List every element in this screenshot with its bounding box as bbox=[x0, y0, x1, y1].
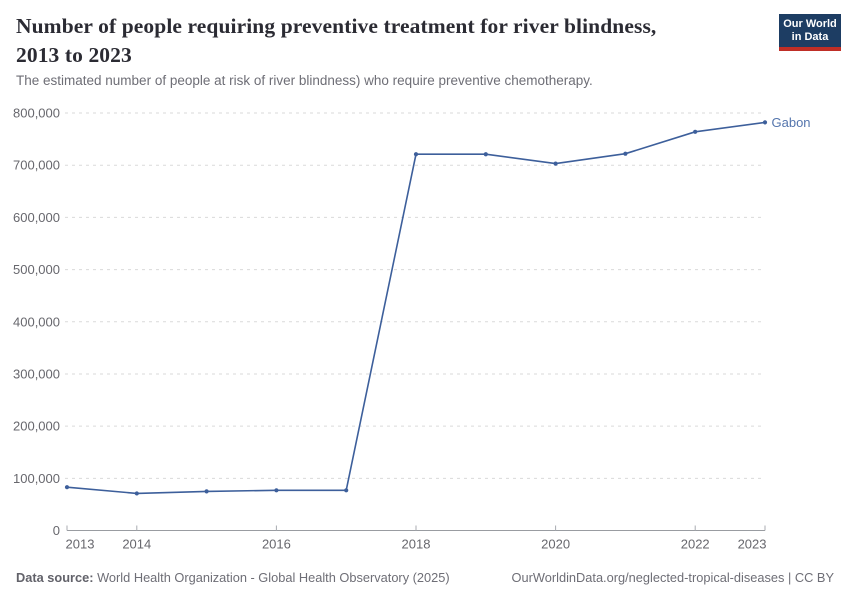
data-source-note: Data source: World Health Organization -… bbox=[16, 570, 450, 585]
x-axis-tick-label: 2016 bbox=[262, 537, 291, 552]
owid-logo-line2: in Data bbox=[791, 30, 829, 43]
y-axis-tick-label: 500,000 bbox=[13, 262, 60, 277]
y-axis-tick-label: 100,000 bbox=[13, 471, 60, 486]
page-subtitle: The estimated number of people at risk o… bbox=[16, 73, 593, 88]
data-point-2018[interactable] bbox=[413, 152, 419, 157]
y-axis-tick-label: 400,000 bbox=[13, 314, 60, 329]
owid-url-link[interactable]: OurWorldinData.org/neglected-tropical-di… bbox=[511, 570, 834, 585]
data-point-2017[interactable] bbox=[344, 488, 349, 493]
y-axis-tick-label: 600,000 bbox=[13, 210, 60, 225]
x-axis-tick-label: 2023 bbox=[738, 537, 767, 552]
y-axis-tick-label: 200,000 bbox=[13, 419, 60, 434]
chart-footer: Data source: World Health Organization -… bbox=[16, 570, 834, 585]
line-chart-canvas: 0 100,000 200,000 300,000 400,000 500,000 600,… bbox=[13, 106, 811, 552]
data-point-2023[interactable] bbox=[762, 120, 768, 125]
data-point-2019[interactable] bbox=[483, 152, 488, 157]
data-point-2022[interactable] bbox=[693, 129, 698, 134]
data-point-2021[interactable] bbox=[623, 151, 628, 156]
data-point-2015[interactable] bbox=[204, 489, 209, 494]
data-line-gabon[interactable] bbox=[66, 121, 766, 495]
x-axis-tick-label: 2022 bbox=[681, 537, 710, 552]
x-axis-tick-label: 2013 bbox=[66, 537, 95, 552]
page-title-line2: 2013 to 2023 bbox=[16, 42, 132, 67]
owid-logo[interactable]: Our World in Data bbox=[779, 14, 841, 51]
data-source-text: World Health Organization - Global Healt… bbox=[93, 570, 450, 585]
x-axis-tick-label: 2018 bbox=[402, 537, 431, 552]
data-point-2020[interactable] bbox=[553, 161, 558, 166]
series-end-label[interactable]: Gabon bbox=[772, 115, 811, 130]
page-title-line1: Number of people requiring preventive tr… bbox=[16, 14, 657, 38]
owid-logo-line1: Our World bbox=[783, 17, 837, 30]
y-axis-tick-label: 0 bbox=[53, 523, 60, 538]
x-axis-tick-label: 2020 bbox=[541, 537, 570, 552]
y-axis-tick-label: 300,000 bbox=[13, 366, 60, 381]
x-axis-tick-label: 2014 bbox=[122, 537, 151, 552]
data-point-2016[interactable] bbox=[274, 488, 279, 493]
data-point-2014[interactable] bbox=[134, 491, 139, 496]
data-point-2013[interactable] bbox=[64, 485, 70, 490]
data-source-label: Data source: bbox=[16, 570, 94, 585]
y-axis-tick-label: 700,000 bbox=[13, 158, 60, 173]
y-axis-tick-label: 800,000 bbox=[13, 106, 60, 121]
page-title: Number of people requiring preventive tr… bbox=[16, 12, 756, 69]
